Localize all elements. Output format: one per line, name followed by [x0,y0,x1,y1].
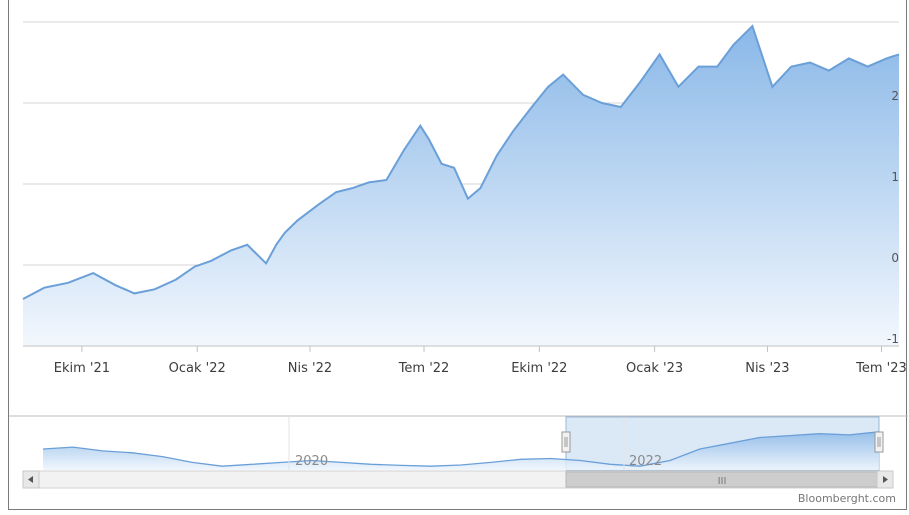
y-axis: -1 0 1 2 [887,89,899,346]
x-tick-label: Ocak '23 [626,361,683,376]
navigator-handle-left[interactable] [561,431,571,453]
x-tick-label: Ekim '22 [511,361,567,376]
x-tick-label: Ekim '21 [54,361,110,376]
y-tick-label: -1 [887,332,899,346]
y-tick-label: 1 [891,170,899,184]
navigator[interactable]: 2020 2022 [9,415,908,471]
navigator-handle-right[interactable] [874,431,884,453]
scrollbar[interactable]: III [22,470,894,489]
navigator-line [42,431,880,467]
navigator-label-2022: 2022 [629,454,662,469]
credit-label[interactable]: Bloomberght.com [798,492,896,505]
x-tick-label: Nis '22 [288,361,332,376]
chart-canvas: Ekim '21 Ocak '22 Nis '22 Tem '22 Ekim '22 Oc… [9,21,908,505]
x-tick-label: Tem '22 [398,361,450,376]
chevron-right-icon[interactable] [876,470,894,489]
x-tick-label: Nis '23 [745,361,789,376]
y-tick-label: 2 [891,89,899,103]
x-tick-label: Tem '23 [855,361,907,376]
navigator-label-2020: 2020 [295,454,328,469]
x-tick-label: Ocak '22 [169,361,226,376]
x-axis: Ekim '21 Ocak '22 Nis '22 Tem '22 Ekim '22 Oc… [23,345,907,376]
chart-frame: Ekim '21 Ocak '22 Nis '22 Tem '22 Ekim '22 Oc… [8,0,908,510]
navigator-series [42,431,880,470]
series-area-fill [23,26,899,346]
price-area [22,24,900,346]
scrollbar-thumb-grip: III [718,476,727,487]
y-tick-label: 0 [891,251,899,265]
chevron-left-icon[interactable] [22,470,40,489]
